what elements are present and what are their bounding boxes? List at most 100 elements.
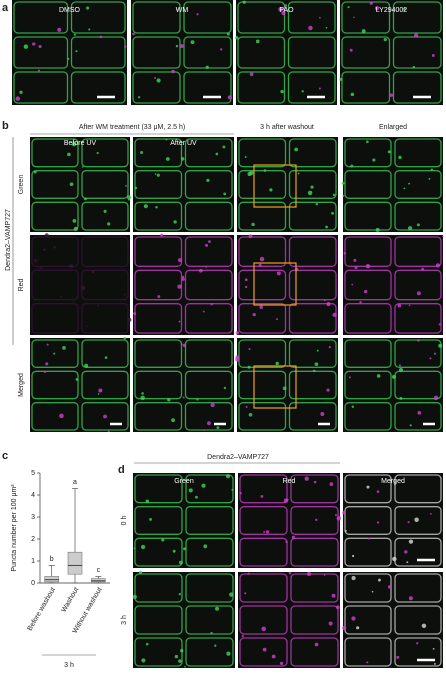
punctum	[251, 222, 255, 227]
punctum	[315, 518, 318, 522]
micrograph	[340, 0, 443, 105]
row-label: Green	[18, 175, 25, 195]
significance-letter: c	[97, 567, 101, 574]
punctum	[178, 592, 181, 596]
punctum	[182, 343, 187, 348]
punctum	[409, 424, 412, 427]
punctum	[81, 166, 84, 168]
punctum	[408, 539, 414, 544]
punctum	[342, 194, 345, 197]
punctum	[183, 547, 186, 551]
cell-outline	[134, 201, 183, 231]
punctum	[276, 318, 278, 321]
punctum	[408, 304, 411, 307]
punctum	[326, 301, 331, 307]
punctum	[180, 157, 185, 161]
punctum	[392, 556, 397, 562]
cell-outline	[183, 1, 232, 34]
punctum	[403, 187, 406, 190]
punctum	[359, 301, 362, 304]
punctum	[421, 623, 427, 629]
column-label: Red	[283, 478, 296, 485]
punctum	[98, 388, 103, 393]
cell-outline	[344, 637, 392, 667]
punctum	[126, 195, 132, 200]
cell-outline	[344, 138, 392, 168]
punctum	[416, 642, 419, 645]
punctum	[215, 152, 219, 156]
micrograph	[237, 235, 338, 335]
cell-outline	[184, 201, 233, 231]
punctum	[351, 283, 354, 286]
punctum	[172, 549, 176, 553]
punctum	[229, 592, 234, 597]
punctum	[372, 158, 376, 162]
punctum	[140, 395, 145, 401]
punctum	[248, 412, 253, 417]
punctum	[434, 662, 436, 665]
punctum	[376, 521, 380, 524]
punctum	[97, 393, 100, 395]
cell-outline	[184, 339, 233, 368]
punctum	[294, 267, 299, 272]
punctum	[125, 185, 127, 187]
punctum	[174, 654, 179, 659]
cell-outline	[394, 236, 442, 267]
punctum	[179, 560, 183, 565]
cell-outline	[31, 138, 79, 168]
cell-outline	[239, 573, 288, 603]
cell-outline	[185, 506, 234, 535]
punctum	[171, 69, 175, 74]
punctum	[43, 370, 47, 374]
punctum	[347, 6, 350, 9]
punctum	[182, 396, 185, 399]
punctum	[180, 343, 183, 346]
punctum	[59, 413, 64, 419]
punctum	[167, 398, 171, 402]
punctum	[398, 367, 404, 373]
punctum	[383, 37, 387, 42]
punctum	[73, 226, 78, 232]
y-axis-label: Puncta number per 100 μm²	[11, 484, 18, 572]
cell-outline	[394, 605, 442, 635]
micrograph	[133, 338, 234, 432]
punctum	[262, 647, 267, 652]
cell-outline	[31, 269, 79, 301]
punctum	[348, 376, 351, 379]
cell-outline	[184, 170, 233, 199]
punctum	[123, 336, 127, 340]
cell-outline	[394, 506, 442, 535]
punctum	[188, 488, 193, 493]
cell-outline	[394, 402, 442, 431]
punctum	[304, 476, 309, 481]
punctum	[281, 11, 286, 16]
cell-outline	[238, 269, 287, 301]
cell-outline	[134, 573, 183, 603]
punctum	[307, 190, 313, 196]
y-tick-label: 3	[31, 514, 35, 521]
punctum	[231, 488, 234, 491]
box	[44, 576, 59, 583]
cell-outline	[185, 537, 234, 567]
punctum	[201, 483, 206, 488]
punctum	[249, 72, 254, 77]
punctum	[45, 362, 49, 366]
cell-outline	[290, 537, 339, 567]
punctum	[210, 303, 213, 306]
cell-outline	[344, 269, 392, 301]
punctum	[149, 518, 152, 521]
punctum	[326, 388, 330, 392]
punctum	[73, 33, 76, 36]
punctum	[336, 516, 342, 521]
cell-outline	[394, 303, 442, 334]
cell-outline	[31, 339, 79, 368]
punctum	[140, 544, 146, 550]
cell-outline	[132, 1, 181, 34]
cell-outline	[70, 1, 126, 34]
punctum	[332, 312, 337, 318]
punctum	[235, 36, 239, 40]
x-tick-label: Washout	[61, 586, 81, 613]
punctum	[176, 8, 178, 11]
micrograph	[133, 235, 234, 335]
cell-outline	[238, 170, 287, 199]
